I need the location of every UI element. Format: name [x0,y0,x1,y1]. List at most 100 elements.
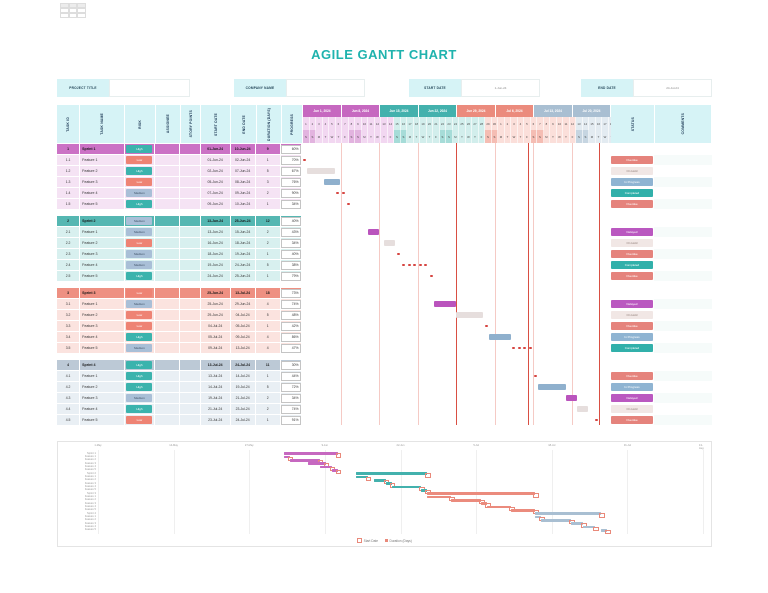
cell-start-date[interactable]: 05-Jul-24 [200,332,231,342]
company-name-input[interactable] [286,79,365,97]
cell-assignee[interactable] [155,393,181,403]
cell-risk[interactable]: Medium [124,188,156,198]
cell-duration[interactable]: 5 [255,260,281,270]
cell-progress[interactable]: 48% [280,310,302,320]
cell-comments[interactable] [653,155,712,165]
cell-risk[interactable]: High [124,360,156,370]
cell-end-date[interactable]: 13-Jul-24 [230,288,256,298]
cell-status[interactable]: Completed [609,343,654,353]
cell-progress[interactable]: 34% [280,393,302,403]
cell-task-name[interactable]: Feature 2 [80,310,125,320]
cell-duration[interactable]: 1 [255,249,281,259]
cell-progress[interactable]: 47% [280,343,302,353]
cell-story-points[interactable] [180,288,201,298]
cell-assignee[interactable] [155,260,181,270]
cell-end-date[interactable]: 24-Jul-24 [230,415,256,425]
cell-comments[interactable] [653,166,712,176]
cell-assignee[interactable] [155,271,181,281]
cell-duration[interactable]: 2 [255,393,281,403]
cell-comments[interactable] [653,238,712,248]
cell-task-id[interactable]: 2.2 [57,238,81,248]
cell-story-points[interactable] [180,199,201,209]
cell-task-name[interactable]: Feature 2 [80,382,125,392]
cell-end-date[interactable]: 21-Jul-24 [230,393,256,403]
cell-task-name[interactable]: Feature 5 [80,415,125,425]
end-date-input[interactable]: 24-Jul-24 [633,79,712,97]
cell-comments[interactable] [653,260,712,270]
cell-progress[interactable]: 42% [280,321,302,331]
cell-start-date[interactable]: 23-Jul-24 [200,415,231,425]
cell-story-points[interactable] [180,371,201,381]
cell-comments[interactable] [653,371,712,381]
cell-end-date[interactable]: 02-Jun-24 [230,155,256,165]
cell-task-id[interactable]: 1 [57,144,81,154]
cell-status[interactable]: On Hold [609,238,654,248]
cell-task-id[interactable]: 1.2 [57,166,81,176]
cell-start-date[interactable]: 09-Jul-24 [200,343,231,353]
cell-assignee[interactable] [155,188,181,198]
cell-story-points[interactable] [180,299,201,309]
cell-progress[interactable]: 44% [280,371,302,381]
cell-comments[interactable] [653,288,712,298]
cell-end-date[interactable]: 14-Jul-24 [230,371,256,381]
cell-task-name[interactable]: Sprint 1 [80,144,125,154]
cell-start-date[interactable]: 02-Jun-24 [200,166,231,176]
cell-risk[interactable]: Low [124,155,156,165]
cell-end-date[interactable]: 09-Jun-24 [230,188,256,198]
cell-end-date[interactable]: 25-Jun-24 [230,271,256,281]
cell-task-id[interactable]: 2 [57,216,81,226]
cell-assignee[interactable] [155,288,181,298]
cell-assignee[interactable] [155,144,181,154]
cell-end-date[interactable]: 24-Jun-24 [230,260,256,270]
cell-task-id[interactable]: 4.4 [57,404,81,414]
cell-task-id[interactable]: 3.5 [57,343,81,353]
cell-end-date[interactable]: 07-Jun-24 [230,166,256,176]
cell-progress[interactable]: 70% [280,155,302,165]
cell-story-points[interactable] [180,238,201,248]
cell-start-date[interactable]: 19-Jun-24 [200,260,231,270]
cell-assignee[interactable] [155,321,181,331]
cell-progress[interactable]: 34% [280,238,302,248]
cell-progress[interactable]: 74% [280,299,302,309]
cell-risk[interactable]: Medium [124,227,156,237]
cell-duration[interactable]: 4 [255,343,281,353]
cell-risk[interactable]: Medium [124,260,156,270]
cell-duration[interactable]: 1 [255,155,281,165]
cell-duration[interactable]: 18 [255,288,281,298]
cell-task-id[interactable]: 4.3 [57,393,81,403]
cell-task-id[interactable]: 1.5 [57,199,81,209]
cell-status[interactable]: Completed [609,260,654,270]
cell-task-name[interactable]: Feature 5 [80,343,125,353]
cell-comments[interactable] [653,271,712,281]
cell-task-id[interactable]: 2.3 [57,249,81,259]
cell-task-name[interactable]: Sprint 3 [80,288,125,298]
cell-risk[interactable]: High [124,199,156,209]
cell-comments[interactable] [653,144,712,154]
cell-start-date[interactable]: 19-Jul-24 [200,393,231,403]
cell-status[interactable]: Completed [609,188,654,198]
cell-status[interactable]: In Progress [609,177,654,187]
cell-task-id[interactable]: 1.3 [57,177,81,187]
cell-task-id[interactable]: 3.4 [57,332,81,342]
cell-task-id[interactable]: 3.2 [57,310,81,320]
cell-status[interactable]: Overdue [609,415,654,425]
cell-progress[interactable]: 76% [280,177,302,187]
cell-task-id[interactable]: 1.4 [57,188,81,198]
cell-status[interactable]: In Progress [609,332,654,342]
cell-story-points[interactable] [180,188,201,198]
cell-comments[interactable] [653,393,712,403]
cell-comments[interactable] [653,177,712,187]
cell-progress[interactable]: 86% [280,332,302,342]
cell-duration[interactable]: 1 [255,271,281,281]
cell-story-points[interactable] [180,271,201,281]
cell-progress[interactable]: 34% [280,199,302,209]
cell-assignee[interactable] [155,177,181,187]
cell-task-id[interactable]: 4.1 [57,371,81,381]
cell-task-id[interactable]: 1.1 [57,155,81,165]
cell-task-name[interactable]: Feature 4 [80,260,125,270]
cell-task-id[interactable]: 3.3 [57,321,81,331]
cell-progress[interactable]: 73% [280,288,302,298]
cell-status[interactable]: Overdue [609,155,654,165]
cell-risk[interactable]: Low [124,177,156,187]
cell-task-name[interactable]: Sprint 2 [80,216,125,226]
